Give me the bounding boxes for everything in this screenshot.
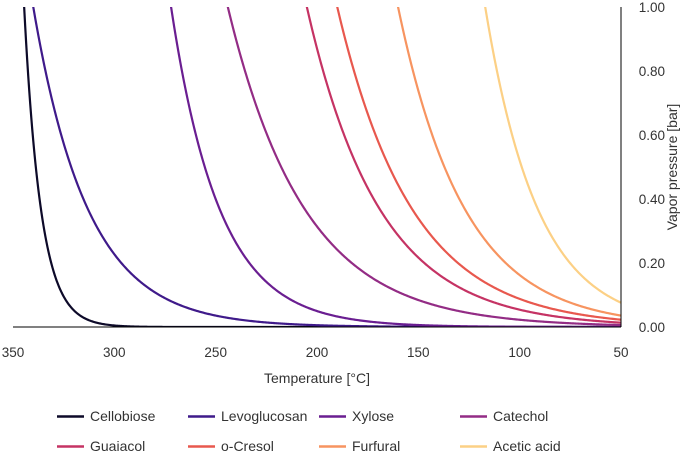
x-axis-title: Temperature [°C] (264, 370, 370, 386)
series-lines (23, 7, 621, 327)
legend-item: Levoglucosan (188, 408, 307, 424)
series-line-guaiacol (305, 7, 621, 324)
x-tick-labels: 350 300 250 200 150 100 50 (2, 345, 629, 360)
legend-item: Xylose (319, 408, 394, 424)
y-tick-label: 1.00 (639, 0, 665, 15)
x-tick-label: 250 (204, 345, 227, 360)
y-axis-title: Vapor pressure [bar] (664, 104, 680, 231)
legend-item: Guaiacol (57, 438, 145, 454)
x-tick-label: 200 (306, 345, 329, 360)
legend-item: Furfural (319, 438, 400, 454)
y-tick-labels: 0.00 0.20 0.40 0.60 0.80 1.00 (639, 0, 665, 335)
legend-label: Catechol (493, 408, 548, 424)
y-tick-label: 0.80 (639, 64, 665, 79)
legend-label: Acetic acid (493, 438, 561, 454)
y-tick-label: 0.60 (639, 128, 665, 143)
legend-item: o-Cresol (188, 438, 274, 454)
x-tick-label: 350 (2, 345, 25, 360)
legend-label: Levoglucosan (221, 408, 307, 424)
x-tick-label: 100 (508, 345, 531, 360)
y-tick-label: 0.40 (639, 192, 665, 207)
series-line-furfural (396, 7, 621, 317)
series-line-acetic-acid (484, 7, 621, 304)
legend-label: Furfural (352, 438, 400, 454)
series-line-xylose (169, 7, 621, 327)
legend-label: o-Cresol (221, 438, 274, 454)
y-tick-label: 0.00 (639, 320, 665, 335)
legend-item: Catechol (460, 408, 548, 424)
legend: Cellobiose Levoglucosan Xylose Catechol Guai… (57, 408, 561, 454)
legend-item: Acetic acid (460, 438, 561, 454)
legend-label: Xylose (352, 408, 394, 424)
legend-label: Cellobiose (90, 408, 156, 424)
series-line-levoglucosan (32, 7, 621, 327)
legend-label: Guaiacol (90, 438, 145, 454)
series-line-catechol (226, 7, 621, 327)
plot-area (13, 7, 622, 328)
x-tick-label: 50 (613, 345, 628, 360)
legend-item: Cellobiose (57, 408, 156, 424)
series-line-o-cresol (336, 7, 621, 321)
x-tick-label: 150 (407, 345, 430, 360)
series-line-cellobiose (23, 7, 621, 327)
x-tick-label: 300 (103, 345, 126, 360)
y-tick-label: 0.20 (639, 256, 665, 271)
